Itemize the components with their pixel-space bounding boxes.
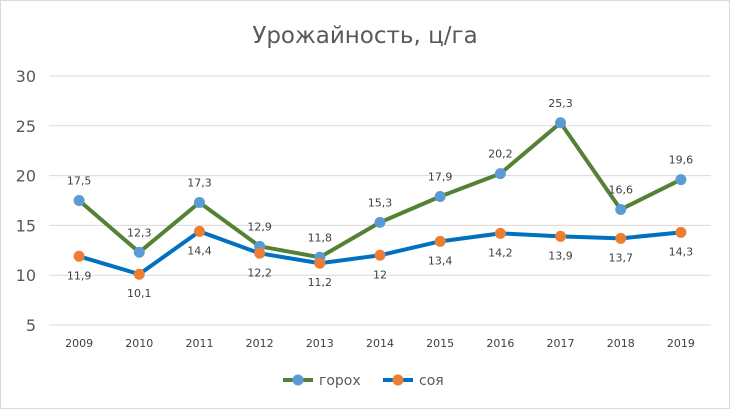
x-axis: 2009 2010 2011 2012 2013 2014 2015 2016 2017 2018… <box>65 337 695 350</box>
data-point-соя <box>73 250 85 262</box>
y-tick-label: 10 <box>16 266 36 285</box>
data-label-горох: 19,6 <box>669 154 694 167</box>
data-label-горох: 12,3 <box>127 226 152 239</box>
data-point-соя <box>193 225 205 237</box>
data-label-соя: 14,3 <box>669 245 694 258</box>
data-point-горох <box>494 168 506 180</box>
data-point-горох <box>555 117 567 129</box>
y-tick-label: 25 <box>16 117 36 136</box>
data-label-горох: 17,3 <box>187 176 212 189</box>
data-point-горох <box>73 195 85 206</box>
x-tick-label: 2013 <box>306 337 334 350</box>
legend-label-соя: соя <box>419 373 444 389</box>
data-label-соя: 13,9 <box>548 249 573 262</box>
x-tick-label: 2009 <box>65 337 93 350</box>
x-tick-label: 2010 <box>125 337 153 350</box>
data-label-соя: 11,9 <box>67 269 92 282</box>
data-label-соя: 14,4 <box>187 244 212 257</box>
y-tick-label: 20 <box>16 167 36 186</box>
data-label-соя: 14,2 <box>488 246 513 259</box>
y-tick-label: 5 <box>26 316 36 335</box>
data-label-горох: 12,9 <box>247 220 272 233</box>
data-point-соя <box>374 249 386 261</box>
legend-marker-горох <box>292 374 304 386</box>
data-label-горох: 25,3 <box>548 97 573 110</box>
x-tick-label: 2018 <box>607 337 635 350</box>
data-point-горох <box>133 246 145 258</box>
data-point-соя <box>555 230 567 242</box>
data-label-соя: 11,2 <box>308 276 333 289</box>
data-label-соя: 13,7 <box>608 251 633 264</box>
data-label-соя: 10,1 <box>127 287 152 300</box>
data-labels: 17,5 12,3 17,3 12,9 11,8 15,3 17,9 20,2 25,3 16,6… <box>67 97 693 300</box>
data-label-горох: 15,3 <box>368 196 393 209</box>
data-point-горох <box>675 174 687 186</box>
data-point-горох <box>615 203 627 215</box>
legend: горох соя <box>283 373 444 389</box>
data-label-горох: 17,5 <box>67 175 92 188</box>
x-tick-label: 2011 <box>185 337 213 350</box>
data-label-горох: 11,8 <box>308 231 333 244</box>
data-point-соя <box>615 232 627 244</box>
data-label-горох: 20,2 <box>488 148 513 161</box>
data-point-горох <box>434 191 446 203</box>
data-point-соя <box>314 257 326 269</box>
data-label-соя: 12,2 <box>247 266 272 279</box>
x-tick-label: 2012 <box>246 337 274 350</box>
data-label-соя: 12 <box>373 268 387 281</box>
x-tick-label: 2014 <box>366 337 394 350</box>
legend-label-горох: горох <box>319 373 361 389</box>
series-layer <box>73 117 687 280</box>
data-label-соя: 13,4 <box>428 254 453 267</box>
y-tick-label: 15 <box>16 216 36 235</box>
data-point-соя <box>254 247 266 259</box>
data-point-горох <box>374 216 386 228</box>
chart-title: Урожайность, ц/га <box>252 23 477 49</box>
data-label-горох: 17,9 <box>428 171 453 184</box>
x-tick-label: 2016 <box>486 337 514 350</box>
x-tick-label: 2019 <box>667 337 695 350</box>
data-point-соя <box>675 226 687 238</box>
data-point-соя <box>133 268 145 280</box>
y-axis: 5 10 15 20 25 30 <box>16 67 36 335</box>
x-tick-label: 2017 <box>547 337 575 350</box>
y-tick-label: 30 <box>16 67 36 86</box>
data-point-горох <box>193 196 205 208</box>
x-tick-label: 2015 <box>426 337 454 350</box>
legend-marker-соя <box>392 374 404 386</box>
data-point-соя <box>434 235 446 247</box>
data-point-соя <box>494 227 506 239</box>
data-label-горох: 16,6 <box>608 183 633 196</box>
